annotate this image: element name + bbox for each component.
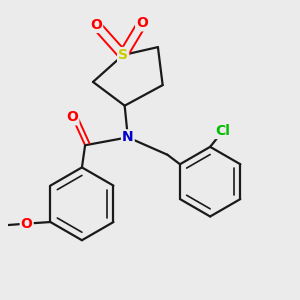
Text: S: S	[118, 48, 128, 62]
Text: O: O	[136, 16, 148, 30]
Text: N: N	[122, 130, 134, 144]
Text: O: O	[21, 217, 33, 231]
Text: O: O	[90, 18, 102, 32]
Text: Cl: Cl	[215, 124, 230, 138]
Text: O: O	[67, 110, 78, 124]
